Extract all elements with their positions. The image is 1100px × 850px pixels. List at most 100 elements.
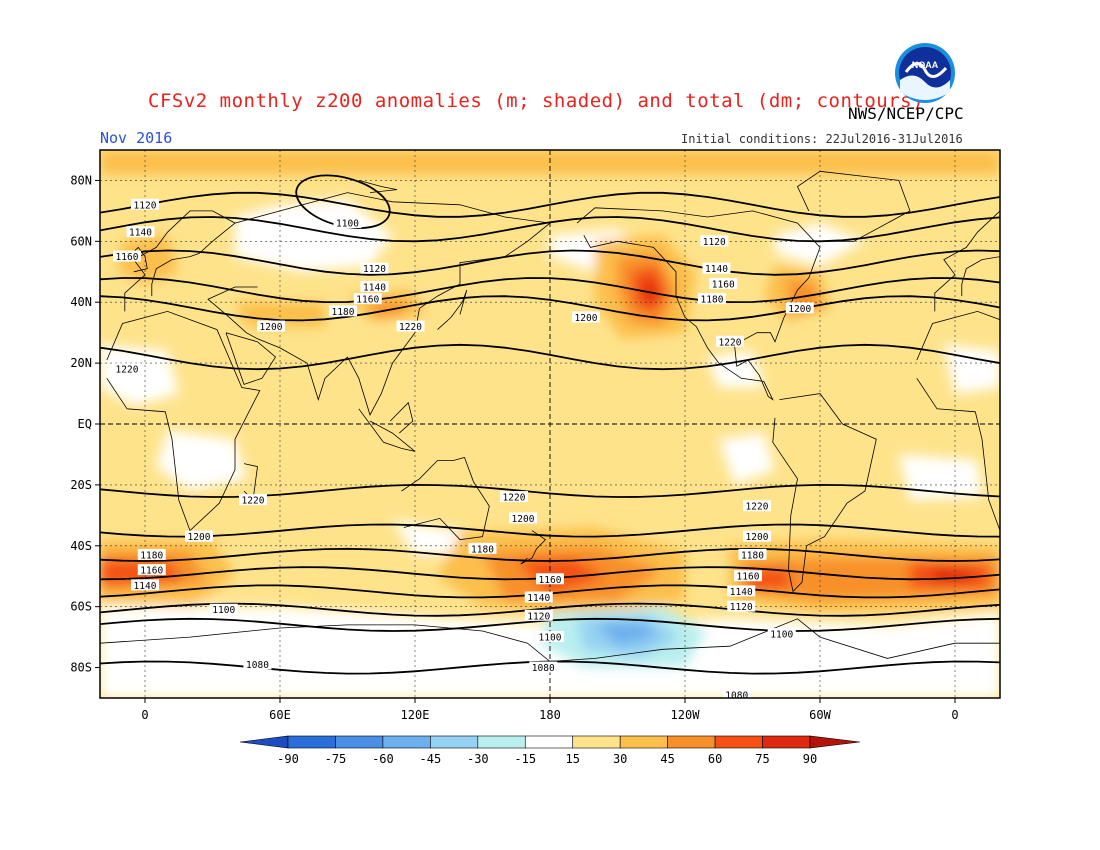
figure-title: CFSv2 monthly z200 anomalies (m; shaded)…	[148, 90, 925, 112]
contour-label: 1140	[705, 264, 728, 275]
contour-label: 1180	[741, 550, 764, 561]
y-tick-label: EQ	[78, 417, 92, 431]
contour-label: 1140	[134, 581, 157, 592]
colorbar-segment	[572, 735, 621, 749]
coastline	[106, 310, 261, 532]
contour-label-bg	[698, 293, 726, 305]
y-tick-label: 40S	[70, 539, 92, 553]
contour-label-bg	[743, 530, 771, 542]
anomaly-region	[943, 344, 1000, 394]
contour-label-bg	[239, 494, 267, 506]
contour-label: 1200	[188, 532, 211, 543]
initial-conditions: Initial conditions: 22Jul2016-31Jul2016	[681, 132, 963, 146]
contour-label: 1080	[246, 660, 269, 671]
contour-label: 1140	[730, 587, 753, 598]
contour-label-bg	[257, 320, 285, 332]
colorbar-label: 75	[755, 752, 769, 766]
coastline	[916, 310, 1000, 532]
contour-label: 1100	[212, 605, 235, 616]
coastline	[225, 332, 277, 385]
contour-label: 1220	[399, 322, 422, 333]
noaa-logo-icon: NOAA	[895, 43, 955, 103]
contour-label-bg	[727, 585, 756, 597]
contour-label-bg	[137, 548, 166, 560]
contour-label-bg	[727, 600, 756, 612]
contour-label-bg	[738, 548, 767, 560]
colorbar-label: 90	[803, 752, 817, 766]
contour-label-bg	[536, 631, 564, 643]
colorbar-segment	[667, 735, 716, 749]
contour-label: 1100	[336, 219, 359, 230]
contour-label-bg	[113, 250, 141, 262]
contour-label-bg	[722, 688, 751, 698]
contour-label: 1160	[116, 252, 139, 263]
colorbar-label: -90	[277, 752, 299, 766]
contour-label: 1160	[539, 575, 562, 586]
contour-label: 1160	[140, 566, 163, 577]
coastline	[401, 457, 490, 541]
contour-label: 1220	[746, 502, 769, 513]
anomaly-region	[100, 344, 179, 406]
contour-label: 1200	[575, 313, 598, 324]
x-tick-label: 60E	[269, 708, 291, 722]
anomaly-region	[898, 454, 982, 501]
contour-label-bg	[572, 311, 600, 323]
contour-label: 1220	[719, 337, 742, 348]
contour-label: 1140	[363, 283, 386, 294]
contour-label-bg	[743, 500, 771, 512]
colorbar-segment	[714, 735, 763, 749]
colorbar-segment	[619, 735, 668, 749]
contour-label-bg	[113, 363, 141, 375]
contour-line	[100, 602, 1000, 617]
contour-line	[100, 249, 1000, 276]
contour-label-bg	[700, 235, 729, 247]
contour-label: 1160	[737, 572, 760, 583]
y-tick-label: 20N	[70, 356, 92, 370]
anomaly-region	[775, 223, 865, 266]
latitude-axis: 80N 60N 40N 20N EQ 20S 40S 60S 80S	[70, 173, 100, 675]
contour-label-bg	[767, 628, 796, 640]
colorbar-label: -15	[514, 752, 536, 766]
contour-label: 1160	[712, 279, 735, 290]
anomaly-region	[595, 621, 658, 647]
contour-label-bg	[360, 262, 389, 274]
coastline	[207, 192, 551, 416]
contour-label: 1160	[356, 295, 379, 306]
contour-label: 1100	[770, 630, 793, 641]
coastline	[934, 210, 1000, 312]
contour-label-bg	[360, 281, 389, 292]
contour-line	[100, 343, 1000, 371]
y-tick-label: 60S	[70, 600, 92, 614]
contour-line	[100, 547, 1000, 562]
contour-label: 1140	[527, 593, 550, 604]
y-tick-label: 40N	[70, 295, 92, 309]
contour-label-bg	[536, 573, 564, 585]
contour-label-bg	[702, 262, 731, 274]
y-tick-label: 80S	[70, 661, 92, 675]
contour-line	[100, 216, 1000, 243]
contour-label: 1180	[140, 550, 163, 561]
colorbar-segment	[477, 735, 526, 749]
contour-label-bg	[131, 198, 159, 210]
contour-label-bg	[709, 277, 738, 289]
colorbar-segment	[335, 735, 384, 749]
contour-label-bg	[785, 302, 814, 314]
colorbar-label: 60	[708, 752, 722, 766]
coastline	[358, 180, 398, 193]
colorbar-label: -30	[467, 752, 489, 766]
anomaly-region	[118, 235, 179, 284]
coastline	[520, 530, 547, 565]
logo-text: NOAA	[912, 60, 939, 70]
agency-label: NWS/NCEP/CPC	[848, 104, 964, 123]
contour-label: 1200	[788, 304, 811, 315]
contour-label-bg	[734, 570, 762, 582]
longitude-axis: 0 60E 120E 180 120W 60W 0	[141, 698, 959, 722]
contour-label: 1200	[260, 322, 283, 333]
contour-label-bg	[329, 305, 357, 317]
colorbar-segment	[430, 735, 479, 749]
contour-line	[100, 277, 1000, 304]
colorbar-segment	[382, 735, 431, 749]
x-tick-label: 60W	[809, 708, 831, 722]
